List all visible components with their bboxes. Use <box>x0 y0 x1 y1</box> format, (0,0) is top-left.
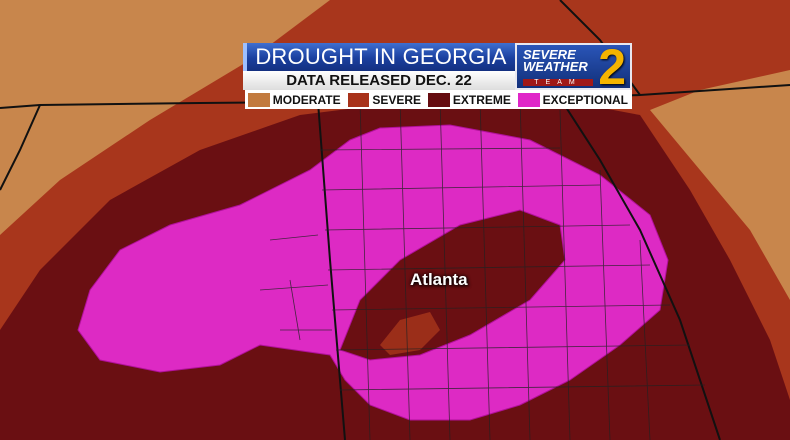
legend-swatch-exceptional <box>517 92 540 107</box>
severe-weather-team-2-logo: SEVERE WEATHER TEAM 2 <box>515 39 632 95</box>
legend-swatch-severe <box>347 92 370 107</box>
legend-label-exceptional: EXCEPTIONAL <box>542 92 629 107</box>
legend-label-moderate: MODERATE <box>272 92 341 107</box>
map-title: DROUGHT IN GEORGIA <box>243 43 515 71</box>
legend: MODERATE SEVERE EXTREME EXCEPTIONAL <box>245 90 632 109</box>
legend-swatch-extreme <box>428 92 450 107</box>
severe-core <box>380 312 440 355</box>
legend-swatch-moderate <box>248 92 270 107</box>
legend-label-severe: SEVERE <box>372 92 422 107</box>
city-label-atlanta: Atlanta <box>410 270 468 289</box>
county-lines <box>259 98 706 440</box>
legend-label-extreme: EXTREME <box>452 92 511 107</box>
data-release-date: DATA RELEASED DEC. 22 <box>243 71 515 90</box>
